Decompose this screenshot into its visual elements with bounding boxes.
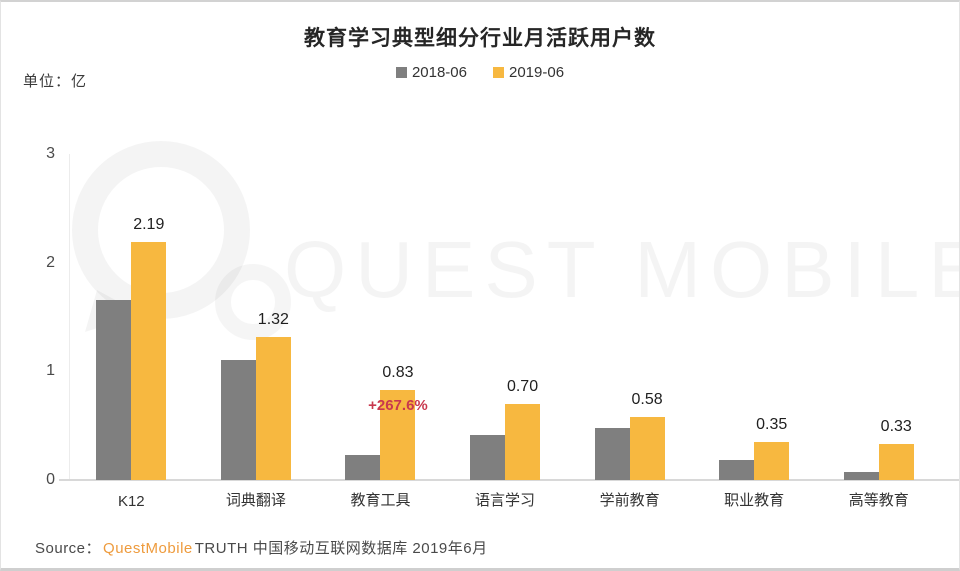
bar-2018-06-教育工具 xyxy=(345,455,381,480)
value-label: 1.32 xyxy=(257,311,289,328)
value-label: 0.70 xyxy=(506,378,539,395)
unit-label: 单位：亿 xyxy=(23,73,88,90)
legend-swatch-yellow-icon xyxy=(493,67,504,78)
bar-2018-06-高等教育 xyxy=(843,472,879,480)
legend-label: 2018-06 xyxy=(411,64,467,81)
legend-item-2019: 2019-06 xyxy=(493,64,564,81)
chart-title: 教育学习典型细分行业月活跃用户数 xyxy=(304,27,656,50)
bar-group-K12: 2.19 K12 xyxy=(69,154,194,510)
y-tick-label: 0 xyxy=(46,471,55,488)
plot-area: 2.19 K12 1.32 词典翻译 0.83 +267.6% 教育工具 0.70 语言学习 0.… xyxy=(59,154,959,510)
category-label: 教育工具 xyxy=(350,492,411,509)
bar-2019-06-K12: 2.19 xyxy=(131,216,167,480)
bar-groups: 2.19 K12 1.32 词典翻译 0.83 +267.6% 教育工具 0.70 语言学习 0.… xyxy=(69,154,941,510)
bar-2018-06-语言学习 xyxy=(470,435,506,480)
bar-group-教育工具: 0.83 +267.6% 教育工具 xyxy=(318,154,443,509)
bar-2019-06-职业教育: 0.35 xyxy=(754,416,790,480)
bar-group-学前教育: 0.58 学前教育 xyxy=(567,154,692,509)
source-line: Source： QuestMobile TRUTH 中国移动互联网数据库 2019年… xyxy=(35,537,488,558)
x-axis-line xyxy=(59,479,959,481)
bar-pair: 2.19 xyxy=(69,216,194,480)
bar-2019-06-高等教育: 0.33 xyxy=(878,418,914,480)
bar-2019-06-学前教育: 0.58 xyxy=(629,391,665,480)
value-label: 2.19 xyxy=(133,216,165,233)
bar-2018-06-词典翻译 xyxy=(220,360,256,480)
bar-group-职业教育: 0.35 职业教育 xyxy=(692,154,817,509)
bar-2018-06-K12 xyxy=(96,300,132,480)
bar-2019-06-教育工具: 0.83 +267.6% xyxy=(368,364,428,480)
bar-group-高等教育: 0.33 高等教育 xyxy=(816,154,941,509)
bar-pair: 0.70 xyxy=(443,378,568,480)
growth-annotation: +267.6% xyxy=(368,397,428,414)
bar-pair: 0.58 xyxy=(567,391,692,480)
legend-swatch-gray-icon xyxy=(395,67,407,78)
legend-label: 2019-06 xyxy=(509,64,565,81)
bar-pair: 0.35 xyxy=(692,416,817,480)
category-label: 高等教育 xyxy=(848,492,909,509)
y-tick-label: 3 xyxy=(46,145,55,162)
y-axis-line xyxy=(69,154,70,480)
bar-2019-06-词典翻译: 1.32 xyxy=(255,311,291,480)
bar-pair: 0.33 xyxy=(816,418,941,480)
source-brand: QuestMobile xyxy=(103,540,193,557)
value-label: 0.35 xyxy=(756,416,788,433)
source-rest: TRUTH 中国移动互联网数据库 2019年6月 xyxy=(194,540,488,557)
bar-group-词典翻译: 1.32 词典翻译 xyxy=(194,154,319,509)
bar-group-语言学习: 0.70 语言学习 xyxy=(443,154,568,509)
bar-pair: 1.32 xyxy=(194,311,319,480)
value-label: 0.33 xyxy=(880,418,912,435)
value-label: 0.83 xyxy=(382,364,414,381)
bar-2019-06-语言学习: 0.70 xyxy=(505,378,541,480)
category-label: K12 xyxy=(117,493,145,510)
bar-2018-06-职业教育 xyxy=(719,460,755,480)
category-label: 语言学习 xyxy=(475,492,536,509)
category-label: 学前教育 xyxy=(599,492,660,509)
bar-pair: 0.83 +267.6% xyxy=(318,364,443,480)
y-tick-label: 2 xyxy=(46,253,55,271)
legend-item-2018: 2018-06 xyxy=(395,64,467,81)
category-label: 词典翻译 xyxy=(225,492,286,509)
source-prefix: Source： xyxy=(35,540,102,557)
category-label: 职业教育 xyxy=(724,492,785,509)
bar-2018-06-学前教育 xyxy=(594,428,630,480)
y-tick-label: 1 xyxy=(46,362,55,380)
chart-legend: 2018-06 2019-06 xyxy=(1,64,959,81)
value-label: 0.58 xyxy=(631,391,663,408)
